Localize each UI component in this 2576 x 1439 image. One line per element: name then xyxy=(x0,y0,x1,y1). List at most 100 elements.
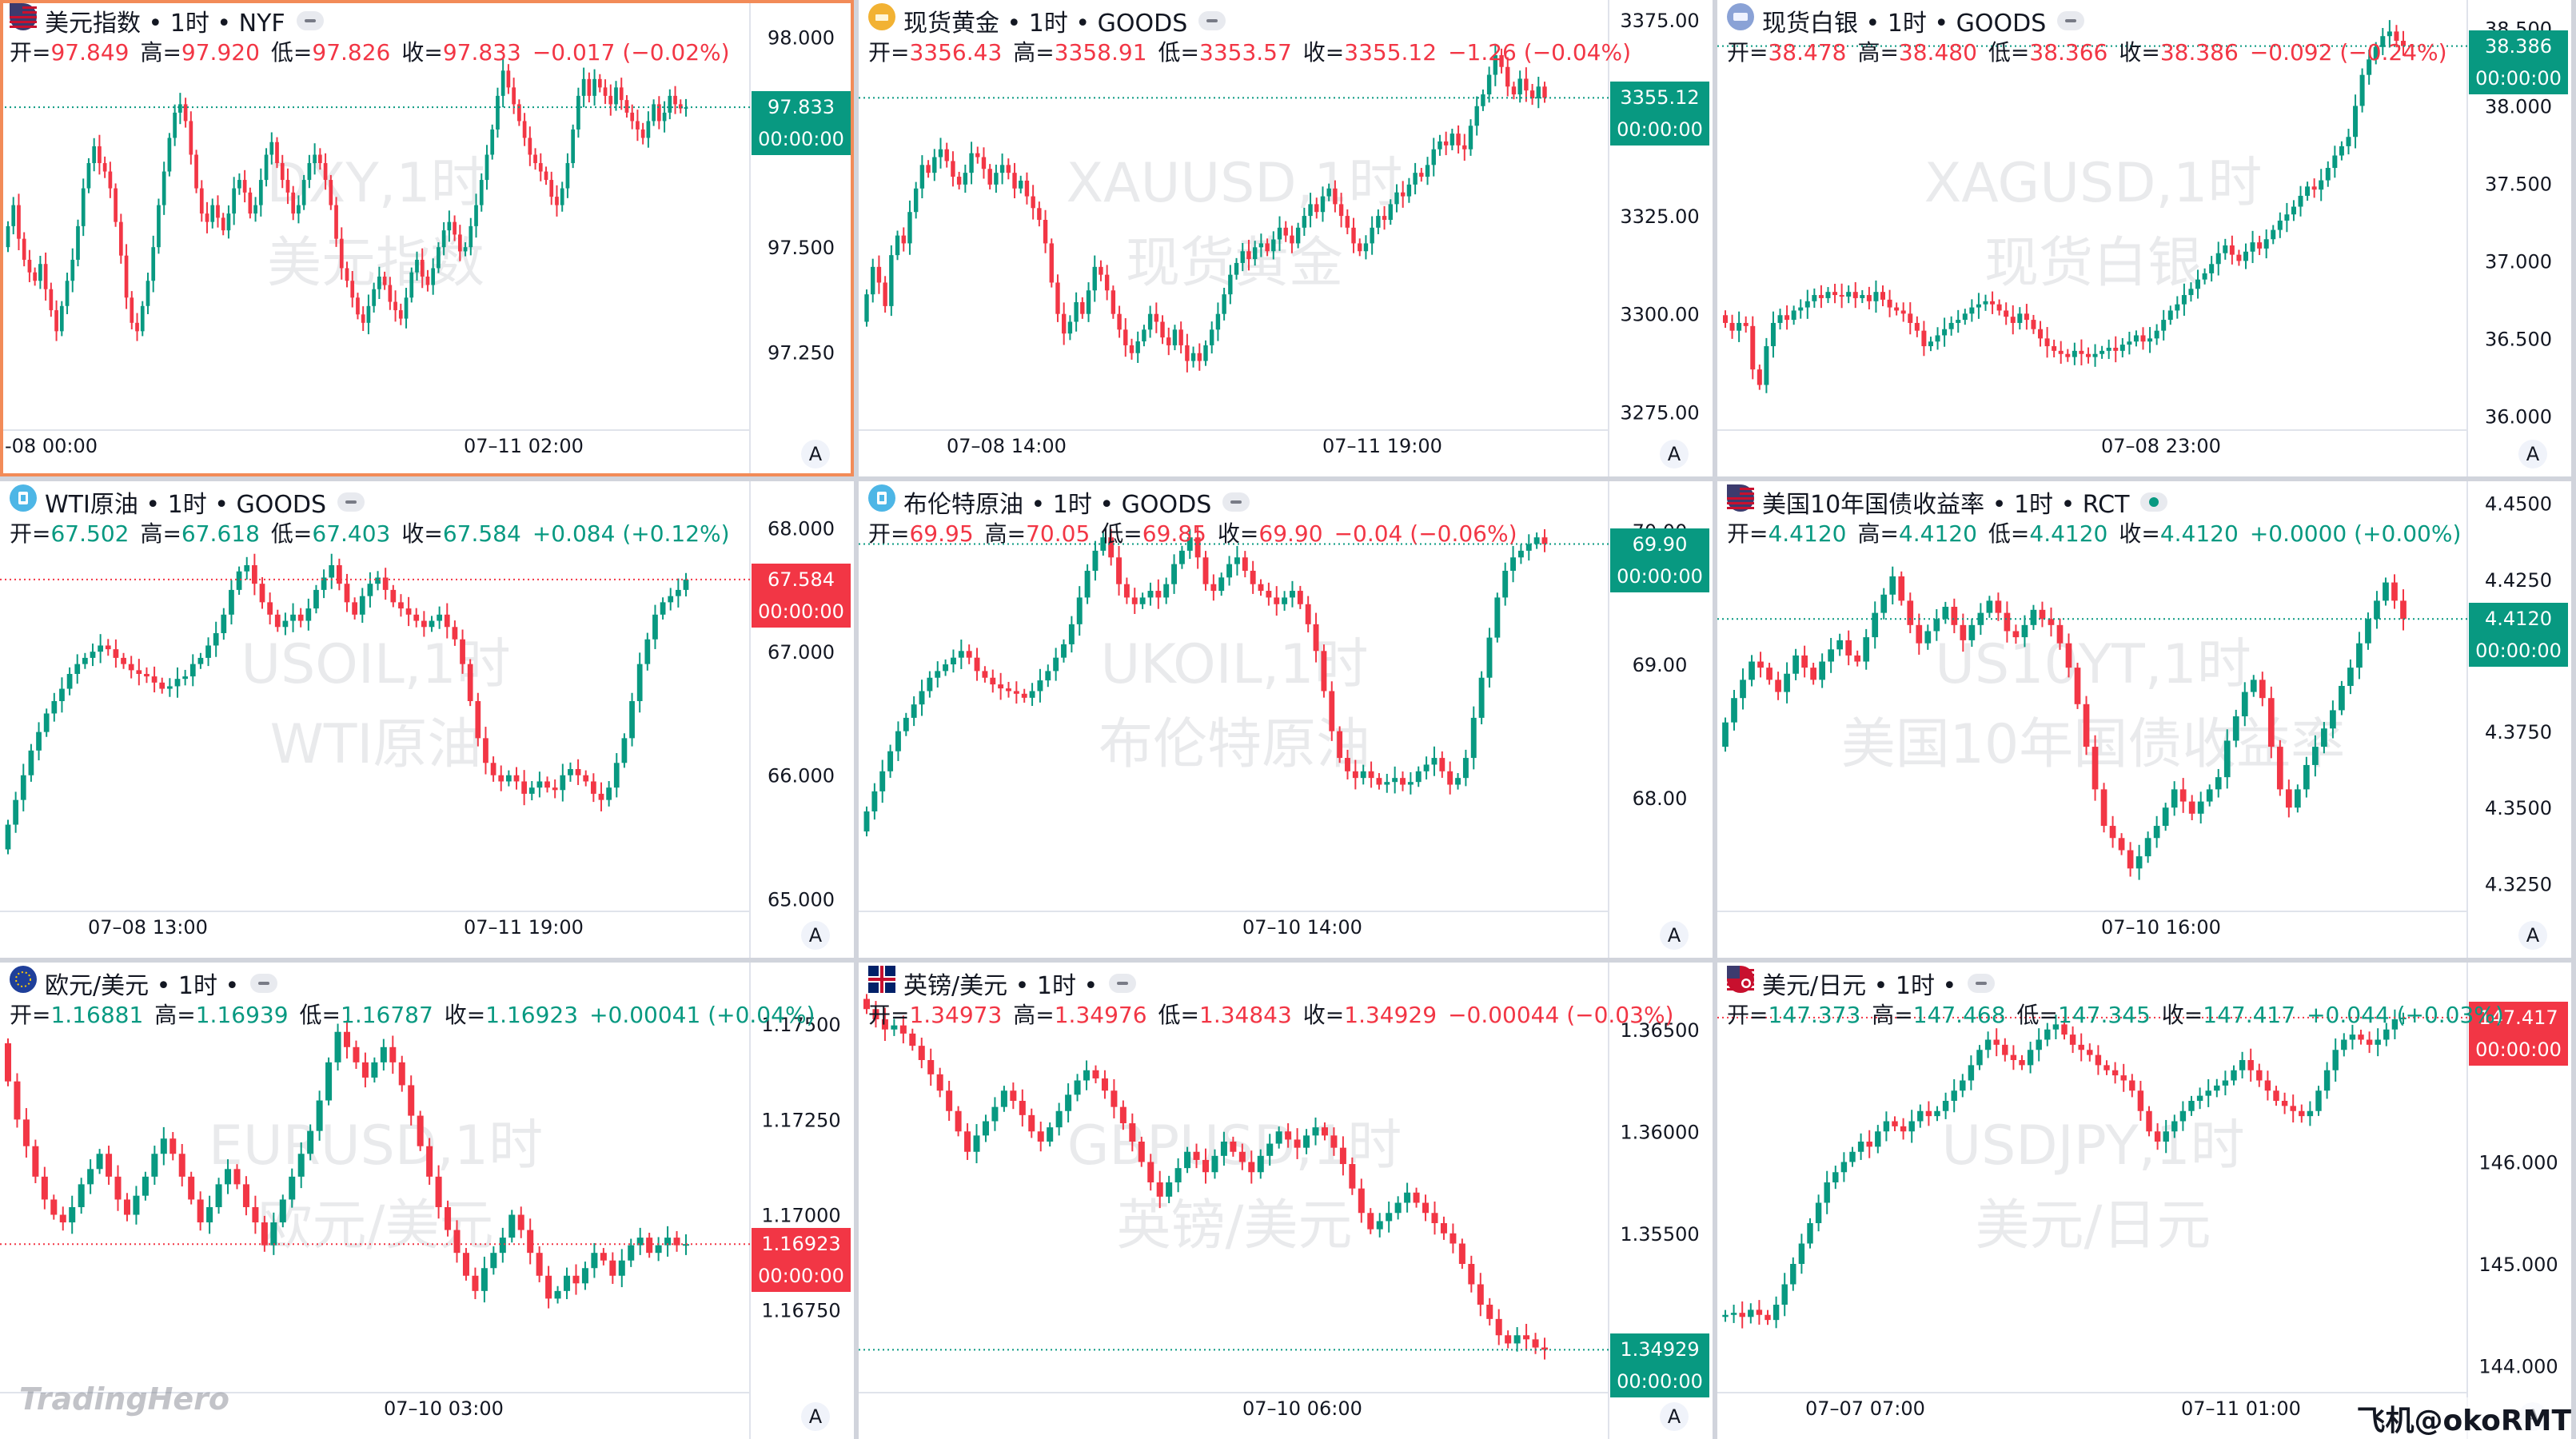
plot-area[interactable]: 146.000 145.000 144.000 07–07 07:00 07–11 01… xyxy=(1717,963,2571,1439)
collapse-toggle-icon[interactable] xyxy=(1968,974,1996,993)
candle-body xyxy=(907,212,912,244)
candle-body xyxy=(646,1238,653,1254)
chart-panel-eurusd[interactable]: EURUSD,1时 欧元/美元 1.17500 1.17250 1.17000 1.167… xyxy=(0,963,854,1439)
candle-body xyxy=(2319,180,2324,190)
candle-body xyxy=(2299,1110,2305,1117)
auto-scale-button[interactable]: A xyxy=(801,1402,830,1431)
candle-body xyxy=(1935,335,1940,342)
chart-panel-xagusd[interactable]: XAGUSD,1时 现货白银 38.500 38.000 37.500 37.000 36.… xyxy=(1717,0,2571,476)
collapse-toggle-icon[interactable] xyxy=(2057,11,2085,30)
chart-panel-xauusd[interactable]: XAUUSD,1时现货黄金3375.003325.003300.003275.0… xyxy=(859,0,1713,476)
plot-area[interactable]: 98.000 97.500 97.250 -08 00:00 07–11 02:00 xyxy=(0,0,854,476)
candle-body xyxy=(597,78,602,88)
x-tick-label: 07–10 03:00 xyxy=(384,1397,504,1420)
symbol-header[interactable]: 美国10年国债收益率 • 1时 • RCT xyxy=(1727,484,2168,520)
auto-scale-button[interactable]: A xyxy=(1660,440,1689,468)
symbol-header[interactable]: WTI原油 • 1时 • GOODS xyxy=(10,484,365,520)
candle-body xyxy=(1860,295,1865,298)
plot-area[interactable]: 1.36500 1.36000 1.35500 07–10 06:00 xyxy=(859,963,1713,1439)
ohlc-value: 67.584 xyxy=(442,520,521,547)
candle-body xyxy=(159,682,165,689)
auto-scale-button[interactable]: A xyxy=(801,440,830,468)
auto-scale-button[interactable]: A xyxy=(1660,1402,1689,1431)
collapse-toggle-icon[interactable] xyxy=(1198,11,1226,30)
ohlc-value: 67.502 xyxy=(50,520,130,547)
collapse-toggle-icon[interactable] xyxy=(296,11,324,30)
symbol-header[interactable]: 布伦特原油 • 1时 • GOODS xyxy=(868,484,1250,520)
oil-barrel-icon xyxy=(10,484,37,516)
chart-panel-dxy[interactable]: DXY,1时 美元指数 98.000 97.500 97.250 -08 00:00 07–… xyxy=(0,0,854,476)
candle-body xyxy=(1092,266,1097,291)
auto-scale-button[interactable]: A xyxy=(1660,921,1689,950)
candle-body xyxy=(121,657,126,664)
chart-panel-usoil[interactable]: USOIL,1时 WTI原油 68.000 67.000 66.000 65.000 07–… xyxy=(0,481,854,958)
auto-scale-button[interactable]: A xyxy=(801,921,830,950)
candle-body xyxy=(1021,693,1027,698)
y-tick-label: 1.36000 xyxy=(1620,1121,1699,1143)
candle-body xyxy=(1376,778,1382,785)
candle-body xyxy=(1055,282,1060,314)
plot-area[interactable]: 4.4500 4.4250 4.3750 4.3500 4.3250 07–10 16:0… xyxy=(1717,481,2571,958)
candle-body xyxy=(1234,557,1240,564)
candle-body xyxy=(1511,86,1517,95)
plot-area[interactable]: 68.000 67.000 66.000 65.000 07–08 13:00 07–11… xyxy=(0,481,854,958)
candle-body xyxy=(2341,1039,2347,1050)
market-status-dot-icon[interactable] xyxy=(2140,492,2168,512)
symbol-header[interactable]: 欧元/美元 • 1时 • xyxy=(10,966,278,1001)
candle-body xyxy=(591,1253,598,1269)
symbol-header[interactable]: 现货黄金 • 1时 • GOODS xyxy=(868,3,1226,38)
candle-body xyxy=(398,310,403,319)
change-value: −0.00044 (−0.03%) xyxy=(1448,1002,1674,1028)
chart-panel-us10y[interactable]: US10YT,1时 美国10年国债收益率 4.4500 4.4250 4.3750 4.3… xyxy=(1717,481,2571,958)
candle-body xyxy=(987,169,992,185)
candle-body xyxy=(1351,227,1356,244)
candle-body xyxy=(2380,36,2386,47)
candle-body xyxy=(313,154,317,164)
candle-body xyxy=(1067,321,1073,334)
bar-countdown: 00:00:00 xyxy=(2475,66,2562,90)
candle-body xyxy=(1986,600,1993,613)
plot-area[interactable]: 38.50038.00037.50037.00036.50036.00007–0… xyxy=(1717,0,2571,476)
symbol-header[interactable]: 美元/日元 • 1时 • xyxy=(1727,966,1996,1001)
collapse-toggle-icon[interactable] xyxy=(1222,492,1250,512)
symbol-header[interactable]: 英镑/美元 • 1时 • xyxy=(868,966,1137,1001)
candle-body xyxy=(1265,243,1270,252)
plot-area[interactable]: 1.17500 1.17250 1.17000 1.16750 07–10 03:00 xyxy=(0,963,854,1439)
candle-body xyxy=(301,180,306,205)
chart-panel-usdjpy[interactable]: USDJPY,1时 美元/日元 146.000 145.000 144.000 07–07… xyxy=(1717,963,2571,1439)
y-tick-label: 1.16750 xyxy=(761,1300,840,1322)
candle-body xyxy=(1400,192,1406,197)
candle-body xyxy=(1194,537,1201,558)
candle-body xyxy=(2085,353,2091,357)
candle-body xyxy=(500,70,505,96)
chart-panel-gbpusd[interactable]: GBPUSD,1时 英镑/美元 1.36500 1.36000 1.35500 07–10… xyxy=(859,963,1713,1439)
collapse-toggle-icon[interactable] xyxy=(337,492,365,512)
symbol-header[interactable]: 美元指数 • 1时 • NYF xyxy=(10,3,324,38)
candle-body xyxy=(1486,74,1492,95)
ohlc-value: 38.480 xyxy=(1898,39,1977,66)
brand-logo: TradingHero xyxy=(19,1381,230,1417)
candle-body xyxy=(11,205,16,226)
ohlc-key: 低= xyxy=(270,39,313,66)
plot-area[interactable]: 3375.00 3325.00 3300.00 3275.00 07–08 14:00 0… xyxy=(859,0,1713,476)
ohlc-key: 开= xyxy=(1727,39,1769,66)
candle-body xyxy=(1731,698,1737,723)
ohlc-value: 147.417 xyxy=(2203,1002,2296,1028)
candle-body xyxy=(521,781,528,794)
ohlc-key: 高= xyxy=(1857,520,1899,547)
symbol-header[interactable]: 现货白银 • 1时 • GOODS xyxy=(1727,3,2085,38)
collapse-toggle-icon[interactable] xyxy=(1109,974,1137,993)
candle-body xyxy=(2367,59,2372,75)
candle-body xyxy=(555,197,559,205)
candle-body xyxy=(1431,1213,1438,1223)
candle-body xyxy=(1019,180,1023,189)
candle-body xyxy=(1092,1070,1099,1078)
auto-scale-button[interactable]: A xyxy=(2518,440,2547,468)
candle-body xyxy=(316,1100,323,1131)
candle-body xyxy=(1202,1159,1210,1173)
candle-body xyxy=(1839,295,1844,297)
auto-scale-button[interactable]: A xyxy=(2518,921,2547,950)
collapse-toggle-icon[interactable] xyxy=(250,974,278,993)
